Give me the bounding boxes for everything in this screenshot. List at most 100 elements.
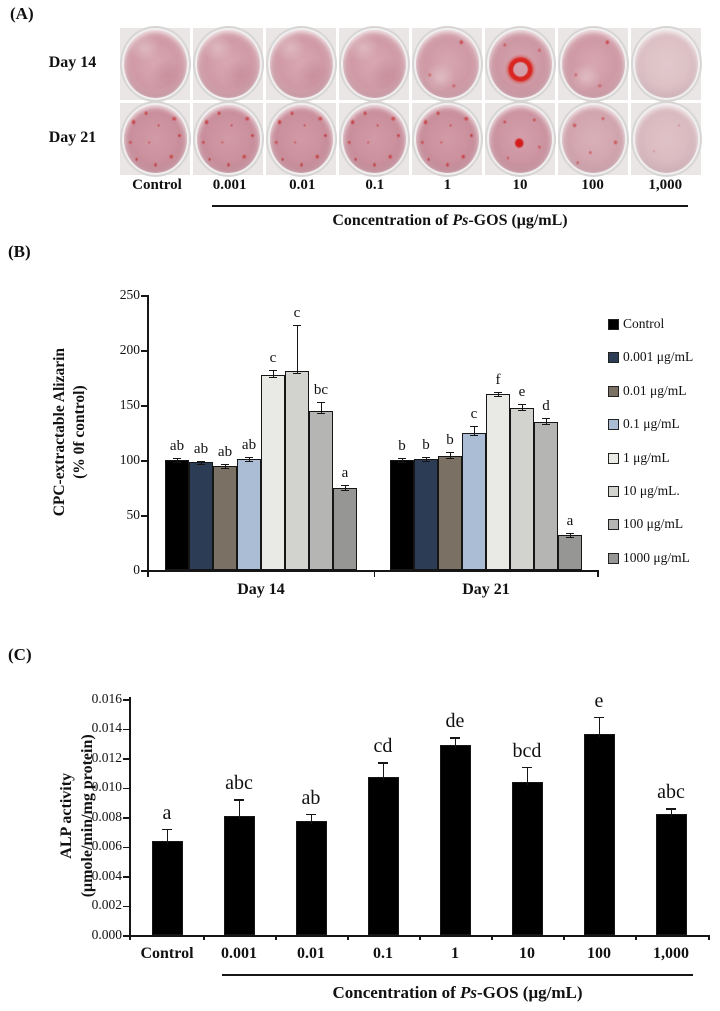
c-sig-letter: abc (225, 772, 253, 795)
col-label-0.1: 0.1 (365, 177, 385, 193)
concentration-underline-a (212, 205, 688, 207)
col-label-0.01: 0.01 (289, 177, 316, 193)
c-x-axis-line (129, 935, 708, 937)
well-cell-Day14-100 (558, 28, 628, 100)
b-bar-Day21-1 (486, 394, 510, 570)
c-x-label-0.001: 0.001 (221, 945, 257, 962)
well-cell-Day21-1,000 (631, 103, 701, 175)
b-error-line (176, 457, 178, 463)
b-x-tick (373, 570, 375, 577)
b-sig-letter: f (495, 371, 501, 388)
c-y-tick (123, 905, 129, 907)
c-y-axis-title-line1: ALP activity (58, 772, 76, 859)
c-x-label-100: 100 (587, 945, 611, 962)
b-sig-letter: b (422, 437, 430, 454)
c-y-tick-label: 0.014 (91, 720, 122, 735)
b-error-line (296, 324, 298, 374)
b-sig-letter: b (446, 432, 454, 449)
b-bar-Day14-0.001 (189, 462, 213, 570)
psgos-caption-a: Concentration of Ps-GOS (μg/mL) (212, 212, 688, 230)
panel-b-label: (B) (8, 242, 31, 261)
b-error-cap-bottom (341, 489, 349, 491)
c-error-line (166, 828, 168, 844)
b-error-cap-top (422, 457, 430, 459)
b-error-cap-top (446, 452, 454, 454)
c-error-line (598, 716, 600, 738)
col-label-100: 100 (581, 177, 604, 193)
b-y-tick (141, 570, 147, 572)
well-image-Day21-100 (561, 105, 625, 173)
b-error-cap-bottom (446, 457, 454, 459)
b-y-axis-title: CPC-extractable Alizarin (% 0f control) (50, 262, 90, 602)
well-cell-Day21-0.01 (266, 103, 336, 175)
legend-label-0.1: 0.1 μg/mL (623, 416, 680, 432)
b-y-tick (141, 350, 147, 352)
well-cell-Day14-1 (412, 28, 482, 100)
b-error-cap-top (518, 403, 526, 406)
c-y-tick (123, 787, 129, 789)
b-bar-Day14-0.01 (213, 465, 237, 570)
c-sig-letter: cd (373, 735, 393, 758)
well-cell-Day14-Control (120, 28, 190, 100)
b-error-cap-bottom (317, 412, 325, 414)
c-y-tick (123, 699, 129, 701)
caption-a-prefix: Concentration of (332, 212, 453, 229)
b-error-cap-bottom (245, 460, 253, 463)
c-error-cap-top (234, 799, 244, 801)
b-error-cap-top (197, 460, 205, 462)
well-image-Day14-0.01 (269, 30, 333, 98)
c-y-axis-line (129, 697, 131, 936)
c-sig-letter: ab (301, 787, 321, 810)
b-y-tick-label: 250 (119, 286, 140, 302)
b-bar-Day14-10 (285, 370, 309, 570)
b-sig-letter: d (542, 398, 550, 415)
col-label-1,000: 1,000 (648, 177, 683, 193)
well-image-Day14-1,000 (634, 30, 698, 98)
row-label-Day14: Day 14 (48, 54, 97, 71)
well-cell-Day21-Control (120, 103, 190, 175)
b-sig-letter: ab (241, 436, 257, 453)
well-cell-Day21-0.1 (339, 103, 409, 175)
c-x-tick (708, 935, 710, 940)
b-error-cap-bottom (398, 462, 406, 464)
c-y-tick-label: 0.008 (91, 808, 122, 824)
b-error-line (224, 463, 226, 469)
well-image-Day14-0.1 (342, 30, 406, 98)
b-bar-Day14-Control (165, 460, 189, 570)
c-y-tick-label: 0.016 (91, 690, 122, 706)
c-error-cap-top (306, 814, 316, 816)
caption-c-prefix: Concentration of (332, 983, 460, 1002)
c-y-tick-label: 0.000 (91, 926, 122, 942)
c-sig-letter: a (162, 801, 172, 824)
well-image-Day21-1,000 (634, 105, 698, 173)
b-group-label-Day14: Day 14 (237, 581, 285, 598)
b-bar-Day21-10 (510, 408, 534, 570)
b-y-axis-title-line2: (% 0f control) (71, 385, 88, 479)
legend-label-1000: 1000 μg/mL (623, 549, 690, 565)
well-image-Day21-Control (123, 105, 187, 173)
b-error-cap-bottom (542, 423, 550, 425)
caption-c-suffix: -GOS (μg/mL) (476, 983, 583, 1002)
well-cell-Day14-10 (485, 28, 555, 100)
c-bar-1,000 (655, 814, 687, 935)
c-sig-letter: de (445, 710, 465, 733)
psgos-caption-c: Concentration of Ps-GOS (μg/mL) (222, 983, 693, 1003)
well-cell-Day14-0.1 (339, 28, 409, 100)
b-sig-letter: ab (217, 443, 233, 460)
c-y-tick-label: 0.006 (91, 838, 122, 853)
b-error-cap-top (245, 456, 253, 458)
legend-label-10: 10 μg/mL. (623, 483, 680, 498)
c-x-label-1,000: 1,000 (653, 945, 689, 962)
legend-label-0.01: 0.01 μg/mL (623, 382, 687, 398)
b-sig-letter: c (293, 304, 301, 321)
panel-a-label: (A) (10, 4, 34, 23)
legend-swatch-Control (608, 319, 619, 330)
b-sig-letter: ab (193, 440, 209, 457)
c-y-tick-label: 0.010 (91, 779, 122, 794)
b-group-label-Day21: Day 21 (462, 581, 510, 598)
b-sig-letter: bc (313, 381, 329, 398)
b-y-tick-label: 150 (119, 396, 140, 412)
c-bar-Control (151, 840, 183, 935)
well-cell-Day21-0.001 (193, 103, 263, 175)
c-y-tick (123, 728, 129, 730)
